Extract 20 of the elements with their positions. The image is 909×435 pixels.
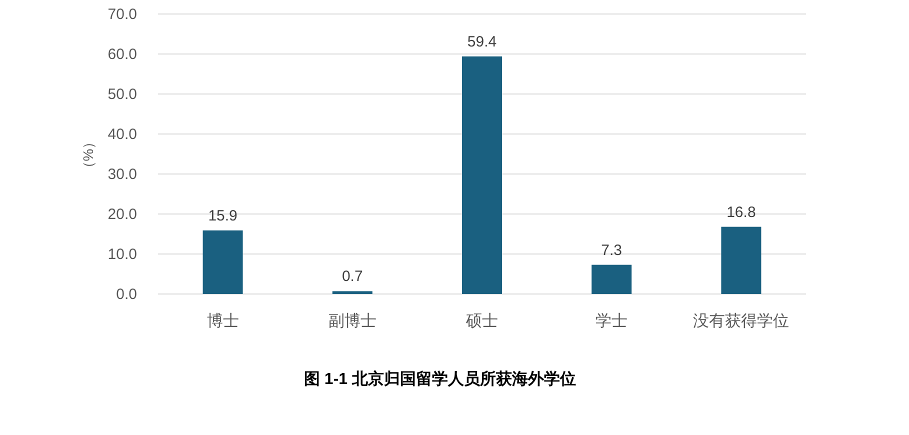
y-tick-label: 60.0 — [108, 46, 137, 63]
y-tick-label: 20.0 — [108, 206, 137, 223]
y-axis-title: （%） — [80, 134, 96, 176]
x-tick-label: 学士 — [596, 312, 628, 330]
x-tick-label: 硕士 — [465, 312, 498, 330]
y-tick-label: 0.0 — [116, 286, 137, 303]
data-label: 7.3 — [601, 242, 622, 259]
data-label: 59.4 — [467, 33, 497, 50]
y-tick-label: 40.0 — [108, 126, 137, 143]
text: 图 1-1 北京归国留学人员所获海外学位 — [304, 370, 576, 388]
data-label: 15.9 — [208, 207, 238, 224]
x-tick-label: 博士 — [206, 312, 239, 330]
y-tick-label: 30.0 — [108, 166, 137, 183]
y-tick-label: 50.0 — [108, 86, 137, 103]
y-tick-label: 70.0 — [108, 6, 137, 23]
data-label: 0.7 — [342, 268, 363, 286]
x-tick-label: 副博士 — [328, 312, 376, 330]
data-label: 16.8 — [726, 204, 756, 221]
y-tick-label: 10.0 — [108, 246, 137, 263]
x-tick-label: 没有获得学位 — [693, 312, 790, 330]
